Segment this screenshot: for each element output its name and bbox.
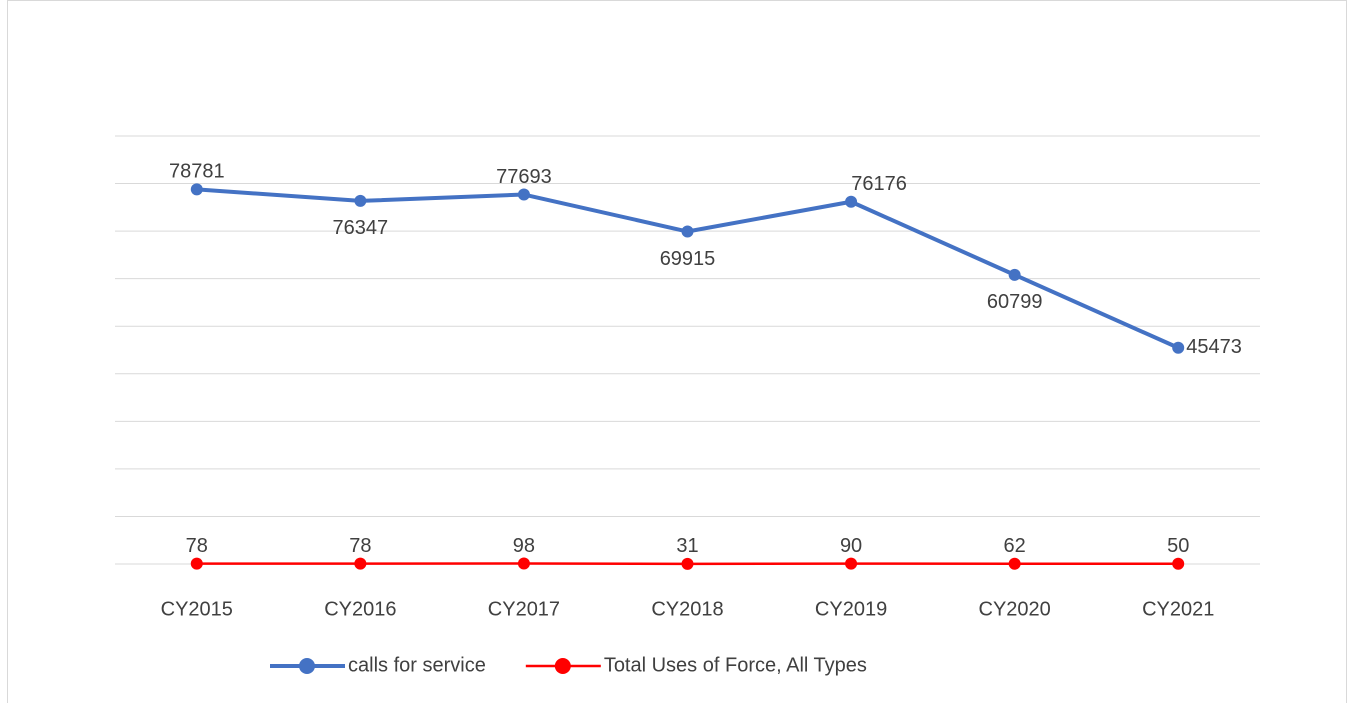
- point: [845, 195, 858, 208]
- data-label: 78781: [169, 161, 225, 183]
- point: [190, 557, 203, 570]
- data-label: 77693: [496, 166, 552, 188]
- x-tick-label: CY2017: [488, 598, 560, 620]
- point: [354, 557, 367, 570]
- x-tick-label: CY2015: [161, 598, 233, 620]
- legend-marker: [299, 658, 315, 674]
- point: [1008, 557, 1021, 570]
- x-tick-label: CY2021: [1142, 598, 1214, 620]
- data-label: 62: [1004, 535, 1026, 557]
- data-label: 98: [513, 535, 535, 557]
- data-label: 45473: [1186, 336, 1242, 358]
- point: [1172, 341, 1185, 354]
- point: [517, 557, 530, 570]
- legend-label: Total Uses of Force, All Types: [604, 654, 867, 676]
- x-tick-label: CY2016: [324, 598, 396, 620]
- point: [1172, 557, 1185, 570]
- x-tick-label: CY2018: [651, 598, 723, 620]
- point: [517, 188, 530, 201]
- data-label: 31: [676, 535, 698, 557]
- data-label: 78: [349, 535, 371, 557]
- point: [1008, 268, 1021, 281]
- x-tick-label: CY2020: [979, 598, 1051, 620]
- point: [681, 557, 694, 570]
- data-label: 90: [840, 535, 862, 557]
- data-label: 69915: [660, 248, 716, 270]
- chart-frame: [7, 0, 1347, 703]
- point: [845, 557, 858, 570]
- data-label: 78: [186, 535, 208, 557]
- x-tick-label: CY2019: [815, 598, 887, 620]
- data-label: 76176: [851, 173, 907, 195]
- point: [190, 183, 203, 196]
- data-label: 50: [1167, 535, 1189, 557]
- point: [681, 225, 694, 238]
- data-label: 60799: [987, 291, 1043, 313]
- data-label: 76347: [333, 217, 389, 239]
- legend-label: calls for service: [348, 654, 486, 676]
- legend-marker: [554, 658, 571, 674]
- point: [354, 194, 367, 207]
